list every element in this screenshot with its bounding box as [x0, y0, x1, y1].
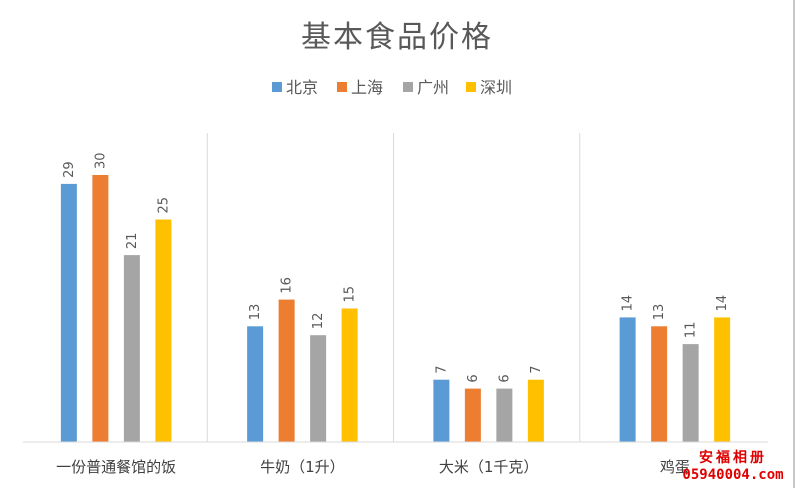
category-label: 牛奶（1升） [260, 458, 345, 476]
watermark-code: 05940004.com [682, 467, 784, 483]
legend-label: 北京 [286, 78, 318, 97]
bar [496, 388, 513, 442]
bar [341, 308, 358, 442]
bar [278, 299, 295, 442]
bars [60, 175, 731, 442]
bar [123, 255, 140, 442]
bar [651, 326, 668, 442]
legend-swatch [466, 82, 476, 92]
data-label: 25 [156, 197, 171, 214]
value-labels: 29 30 21 25 13 16 12 15 7 6 6 7 14 13 11 14 [62, 152, 730, 382]
category-label: 一份普通餐馆的饭 [56, 458, 176, 476]
data-label: 6 [497, 374, 512, 382]
data-label: 14 [621, 295, 636, 312]
bar [682, 344, 699, 442]
legend-swatch [272, 82, 282, 92]
data-label: 6 [466, 374, 481, 382]
category-label: 鸡蛋 [660, 458, 690, 476]
data-label: 16 [280, 277, 295, 294]
data-label: 29 [62, 161, 77, 178]
bar [155, 219, 172, 442]
watermark-name: 安福相册 [699, 450, 767, 466]
category-label: 大米（1千克） [439, 458, 539, 476]
category-labels: 一份普通餐馆的饭 牛奶（1升） 大米（1千克） 鸡蛋 [56, 458, 690, 476]
watermark: 安福相册 05940004.com [677, 450, 789, 484]
chart-title: 基本食品价格 [301, 20, 493, 55]
legend: 北京 上海 广州 深圳 [272, 78, 512, 97]
data-label: 13 [248, 304, 263, 321]
data-label: 15 [343, 286, 358, 303]
bar [60, 183, 77, 442]
data-label: 12 [311, 313, 326, 330]
bar [619, 317, 636, 442]
legend-label: 广州 [417, 78, 449, 97]
bar [527, 379, 544, 442]
bar [92, 175, 109, 442]
data-label: 14 [715, 295, 730, 312]
data-label: 21 [125, 233, 140, 250]
data-label: 11 [684, 322, 699, 339]
legend-label: 上海 [351, 78, 383, 97]
bar [310, 335, 327, 442]
data-label: 7 [529, 365, 544, 373]
bar [714, 317, 731, 442]
legend-label: 深圳 [480, 78, 512, 97]
legend-swatch [337, 82, 347, 92]
data-label: 7 [434, 365, 449, 373]
bar [433, 379, 450, 442]
legend-swatch [403, 82, 413, 92]
data-label: 30 [93, 152, 108, 169]
data-label: 13 [652, 304, 667, 321]
bar [464, 388, 481, 442]
category-separators [206, 133, 581, 442]
bar [247, 326, 264, 442]
